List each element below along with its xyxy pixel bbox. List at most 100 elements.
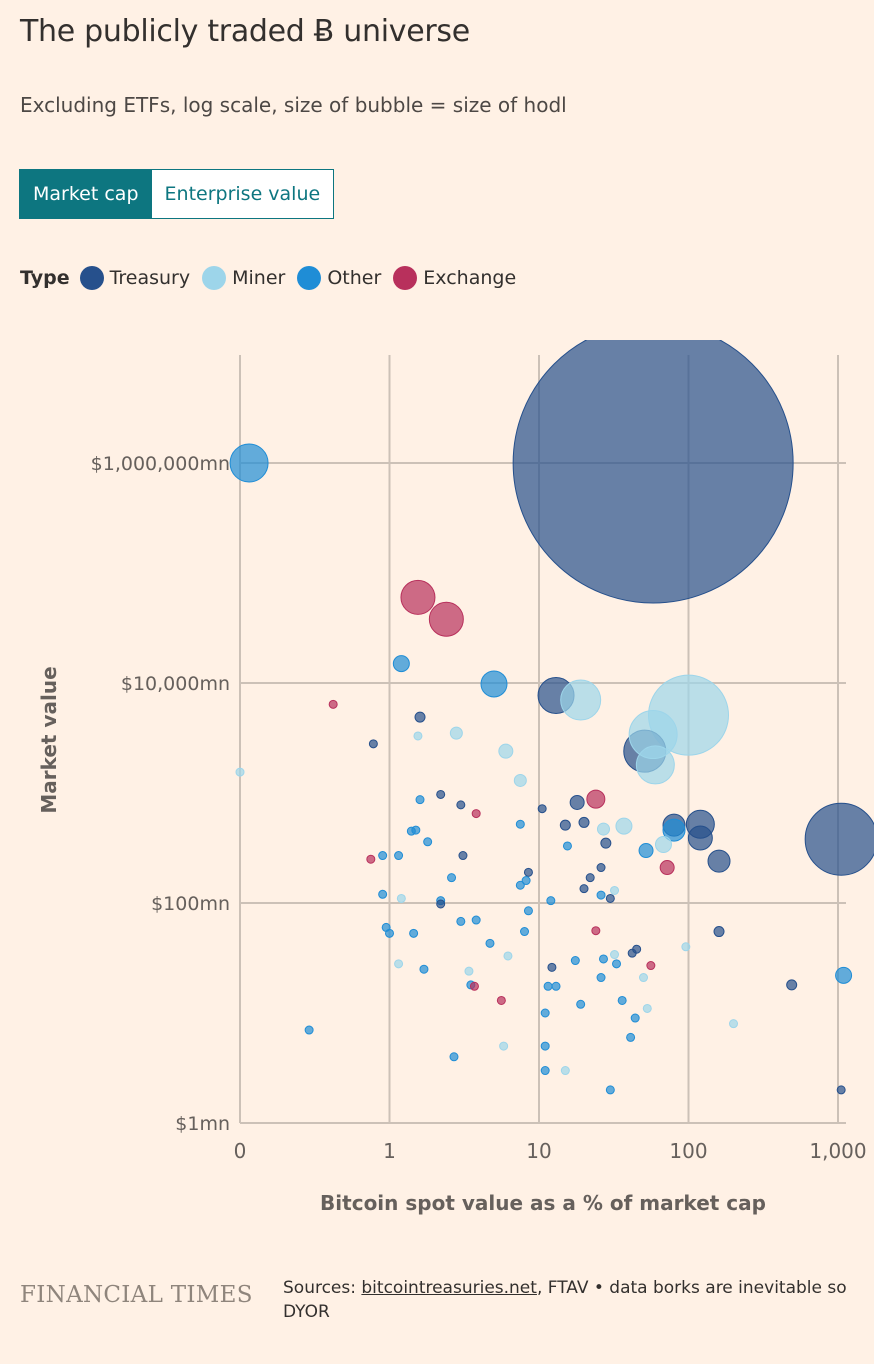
bubble-miner[interactable]	[396, 893, 406, 903]
bubble-treasury[interactable]	[512, 340, 794, 604]
bubble-exchange[interactable]	[471, 809, 481, 819]
bubble-other[interactable]	[523, 906, 533, 916]
bubble-other[interactable]	[540, 1041, 550, 1051]
bubble-other[interactable]	[406, 826, 416, 836]
bubble-other[interactable]	[570, 956, 580, 966]
bubble-other[interactable]	[617, 995, 627, 1005]
bubble-other[interactable]	[378, 851, 388, 861]
bubble-other[interactable]	[562, 841, 572, 851]
bubble-exchange[interactable]	[469, 981, 479, 991]
bubble-other[interactable]	[229, 443, 269, 483]
bubble-treasury[interactable]	[436, 899, 446, 909]
bubble-other[interactable]	[385, 928, 394, 938]
bubble-other[interactable]	[546, 896, 556, 906]
bubble-treasury[interactable]	[547, 962, 557, 972]
bubble-treasury[interactable]	[605, 893, 615, 903]
bubble-miner[interactable]	[394, 959, 404, 969]
bubble-other[interactable]	[409, 928, 419, 938]
bubble-other[interactable]	[480, 670, 508, 698]
bubble-miner[interactable]	[464, 966, 474, 976]
bubble-other[interactable]	[596, 973, 606, 983]
bubble-other[interactable]	[423, 837, 433, 847]
bubble-other[interactable]	[485, 938, 495, 948]
bubble-treasury[interactable]	[632, 944, 642, 954]
bubble-other[interactable]	[626, 1032, 636, 1042]
bubble-treasury[interactable]	[523, 867, 533, 877]
bubble-treasury[interactable]	[458, 851, 468, 861]
sources-link[interactable]: bitcointreasuries.net	[361, 1278, 537, 1298]
market-cap-button[interactable]: Market cap	[20, 170, 152, 218]
bubble-treasury[interactable]	[579, 884, 589, 894]
bubble-miner[interactable]	[449, 726, 463, 740]
bubble-treasury[interactable]	[569, 794, 585, 810]
bubble-treasury[interactable]	[585, 873, 595, 883]
bubble-miner[interactable]	[413, 731, 423, 741]
bubble-treasury[interactable]	[537, 804, 547, 814]
bubble-other[interactable]	[304, 1025, 314, 1035]
bubble-other[interactable]	[515, 819, 525, 829]
bubble-treasury[interactable]	[707, 849, 731, 873]
bubble-miner[interactable]	[610, 885, 620, 895]
bubble-other[interactable]	[392, 655, 410, 673]
bubble-treasury[interactable]	[559, 819, 571, 831]
bubble-exchange[interactable]	[400, 579, 436, 615]
bubble-exchange[interactable]	[591, 926, 601, 936]
bubble-miner[interactable]	[596, 822, 610, 836]
bubble-other[interactable]	[449, 1052, 459, 1062]
bubble-treasury[interactable]	[368, 739, 378, 749]
bubble-other[interactable]	[520, 927, 530, 937]
bubble-treasury[interactable]	[836, 1085, 846, 1095]
bubble-exchange[interactable]	[366, 854, 376, 864]
bubble-other[interactable]	[551, 981, 561, 991]
bubble-exchange[interactable]	[328, 699, 338, 709]
bubble-other[interactable]	[447, 873, 457, 883]
bubble-other[interactable]	[394, 851, 404, 861]
bubble-other[interactable]	[419, 964, 429, 974]
bubble-other[interactable]	[540, 1008, 550, 1018]
bubble-exchange[interactable]	[586, 789, 606, 809]
bubble-other[interactable]	[456, 916, 466, 926]
bubble-miner[interactable]	[560, 679, 602, 721]
bubble-other[interactable]	[630, 1013, 640, 1023]
bubble-other[interactable]	[415, 795, 425, 805]
bubble-miner[interactable]	[681, 942, 691, 952]
bubble-other[interactable]	[515, 880, 525, 890]
bubble-other[interactable]	[612, 959, 622, 969]
bubble-treasury[interactable]	[456, 800, 466, 810]
bubble-miner[interactable]	[235, 767, 245, 777]
bubble-exchange[interactable]	[496, 995, 506, 1005]
bubble-other[interactable]	[835, 966, 853, 984]
bubble-treasury[interactable]	[578, 816, 590, 828]
bubble-miner[interactable]	[610, 950, 620, 960]
bubble-miner[interactable]	[498, 743, 514, 759]
bubble-other[interactable]	[638, 843, 654, 859]
bubble-other[interactable]	[521, 876, 531, 886]
bubble-miner[interactable]	[638, 973, 648, 983]
bubble-treasury[interactable]	[804, 802, 874, 876]
bubble-miner[interactable]	[499, 1041, 509, 1051]
enterprise-value-button[interactable]: Enterprise value	[151, 170, 334, 218]
bubble-miner[interactable]	[729, 1019, 739, 1029]
bubble-miner[interactable]	[642, 1003, 652, 1013]
bubble-miner[interactable]	[513, 773, 527, 787]
bubble-other[interactable]	[598, 954, 608, 964]
bubble-other[interactable]	[596, 890, 606, 900]
bubble-miner[interactable]	[503, 951, 513, 961]
bubble-treasury[interactable]	[600, 837, 612, 849]
bubble-treasury[interactable]	[713, 926, 725, 938]
bubble-other[interactable]	[543, 981, 553, 991]
bubble-other[interactable]	[378, 889, 388, 899]
bubble-treasury[interactable]	[436, 789, 446, 799]
bubble-other[interactable]	[471, 915, 481, 925]
bubble-other[interactable]	[662, 818, 686, 842]
bubble-miner[interactable]	[635, 745, 675, 785]
bubble-exchange[interactable]	[646, 961, 656, 971]
bubble-treasury[interactable]	[786, 979, 798, 991]
bubble-treasury[interactable]	[596, 863, 606, 873]
bubble-treasury[interactable]	[687, 825, 713, 851]
bubble-other[interactable]	[576, 999, 586, 1009]
bubble-exchange[interactable]	[428, 601, 464, 637]
bubble-other[interactable]	[540, 1066, 550, 1076]
bubble-other[interactable]	[605, 1085, 615, 1095]
bubble-miner[interactable]	[615, 817, 633, 835]
